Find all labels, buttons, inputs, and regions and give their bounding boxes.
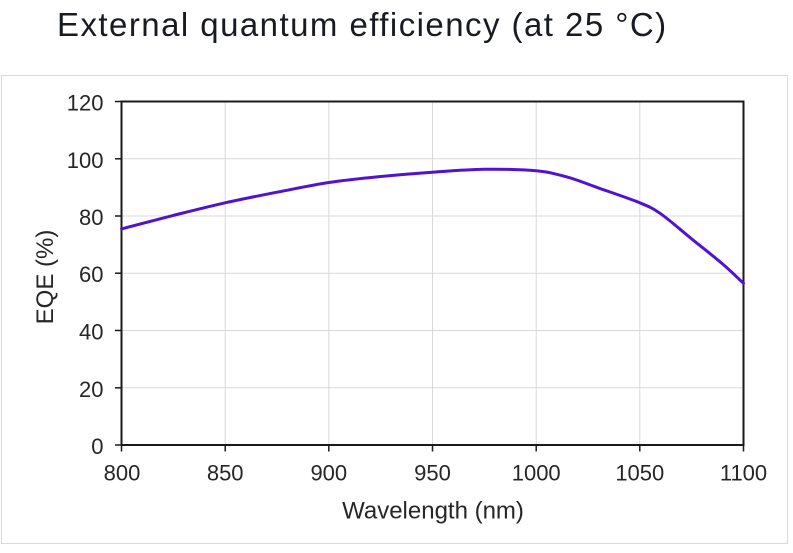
svg-text:800: 800 [104,461,141,486]
svg-text:1100: 1100 [720,461,767,486]
svg-text:900: 900 [310,461,347,486]
svg-text:80: 80 [79,205,103,230]
svg-text:850: 850 [207,461,244,486]
svg-text:40: 40 [79,320,103,345]
svg-text:0: 0 [91,434,103,459]
svg-text:1000: 1000 [512,461,561,486]
svg-text:950: 950 [414,461,451,486]
svg-text:20: 20 [79,377,103,402]
svg-text:120: 120 [67,91,104,116]
svg-text:Wavelength (nm): Wavelength (nm) [342,498,524,525]
svg-text:1050: 1050 [615,461,664,486]
svg-text:60: 60 [79,262,103,287]
svg-text:100: 100 [67,148,104,173]
svg-text:EQE (%): EQE (%) [32,230,59,325]
